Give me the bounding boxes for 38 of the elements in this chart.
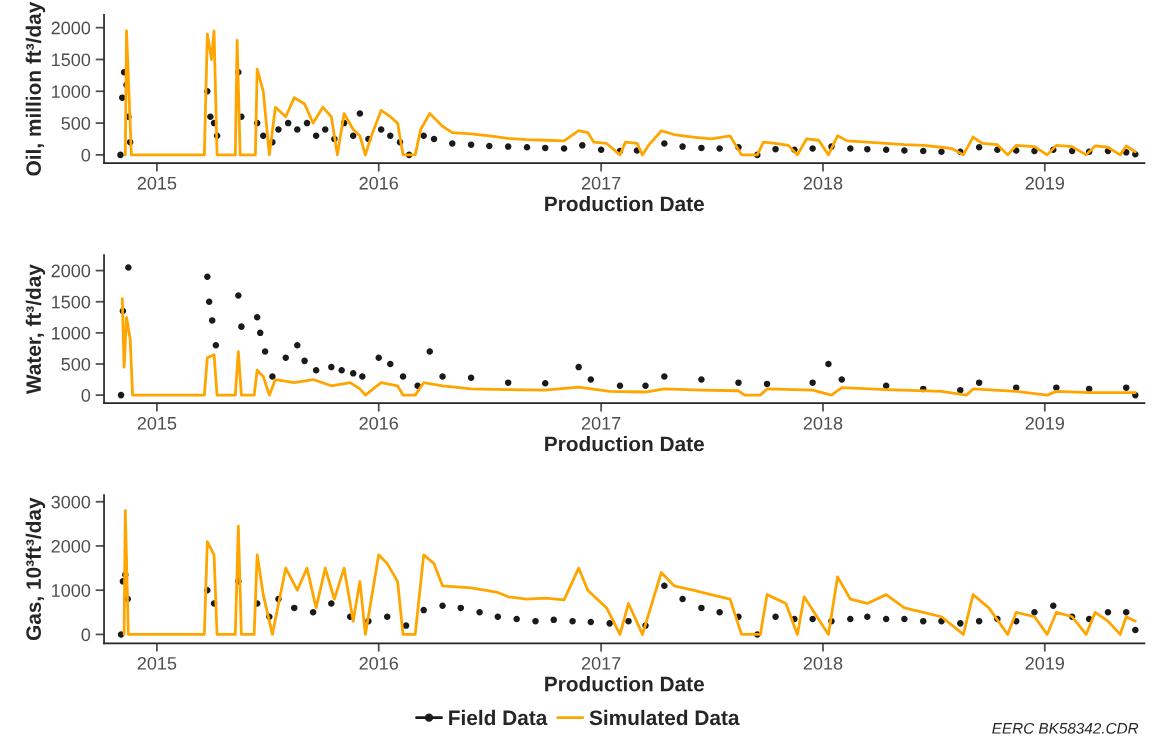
x-axis-title: Production Date [545, 676, 704, 692]
y-tick-label: 1000 [52, 584, 91, 597]
y-tick-label: 1500 [52, 295, 91, 309]
y-tick-label: 2000 [51, 539, 91, 553]
x-axis-title: Production Date [545, 195, 704, 212]
x-tick-label: 2015 [137, 176, 177, 190]
y-tick-label: 1500 [52, 53, 91, 67]
x-tick-label: 2017 [581, 416, 621, 430]
y-tick-label: 1000 [52, 85, 91, 98]
x-tick-label: 2018 [803, 416, 843, 430]
y-tick-label: 2000 [51, 21, 91, 35]
x-tick-label: 2018 [803, 656, 843, 670]
x-axis-title: Production Date [545, 436, 704, 452]
x-tick-label: 2015 [137, 656, 177, 670]
x-tick-label: 2019 [1025, 416, 1065, 430]
x-tick-label: 2017 [581, 176, 621, 190]
y-tick-label: 0 [81, 148, 91, 162]
x-tick-label: 2019 [1025, 176, 1065, 190]
x-tick-label: 2018 [803, 176, 843, 190]
x-tick-label: 2017 [581, 656, 621, 670]
legend-label: Simulated Data [589, 709, 740, 726]
y-tick-label: 1000 [52, 326, 91, 340]
y-tick-label: 2000 [51, 264, 91, 278]
x-tick-label: 2019 [1025, 656, 1065, 670]
y-tick-label: 0 [81, 628, 91, 642]
y-tick-label: 500 [61, 117, 91, 130]
y-tick-label: 3000 [51, 495, 91, 509]
x-tick-label: 2016 [359, 176, 399, 190]
y-axis-title: Oil, million ft³/day [25, 1, 46, 176]
x-tick-label: 2016 [359, 656, 399, 670]
text: EERC BK58342.CDR [992, 722, 1139, 734]
y-axis-title: Water, ft³/day [25, 264, 46, 395]
x-tick-label: 2016 [359, 416, 399, 430]
x-tick-label: 2015 [137, 416, 177, 430]
y-axis-title: Gas, 10³ft³/day [25, 497, 46, 641]
y-tick-label: 500 [61, 357, 91, 371]
y-tick-label: 0 [81, 389, 91, 402]
legend-label: Field Data [449, 709, 548, 726]
